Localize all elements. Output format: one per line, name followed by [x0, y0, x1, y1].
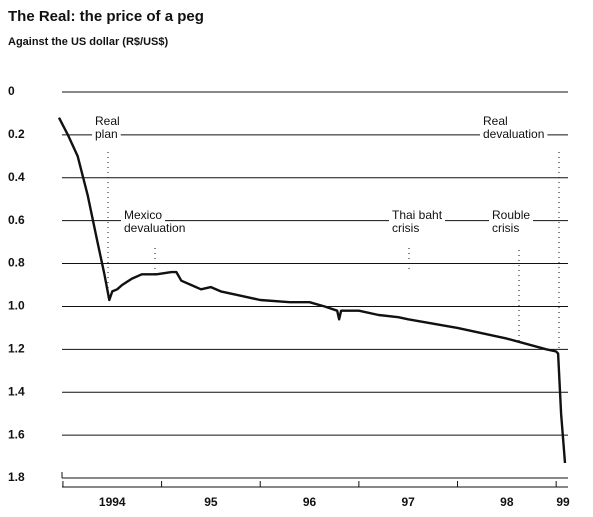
y-tick-label: 0	[8, 84, 15, 98]
annotation: crisis	[492, 221, 519, 235]
annotation-bg	[480, 128, 548, 142]
y-tick-label: 1.2	[8, 342, 25, 356]
annotation: devaluation	[124, 221, 185, 235]
annotation: devaluation	[483, 127, 544, 141]
y-tick-label: 1.6	[8, 427, 25, 441]
x-tick-label: 97	[402, 495, 416, 509]
annotation-bg	[92, 115, 123, 129]
x-tick-label: 95	[204, 495, 218, 509]
annotation-bg	[489, 209, 534, 223]
y-tick-label: 1.0	[8, 299, 25, 313]
annotation-bg	[480, 115, 511, 129]
y-tick-label: 1.8	[8, 470, 25, 484]
annotation: plan	[95, 127, 118, 141]
annotation: Rouble	[492, 208, 530, 222]
x-tick-label: 1994	[99, 495, 126, 509]
y-tick-label: 0.2	[8, 127, 25, 141]
x-tick-label: 96	[303, 495, 317, 509]
x-tick-label: 99	[556, 495, 570, 509]
annotation: Thai baht	[392, 208, 443, 222]
y-tick-label: 0.8	[8, 256, 25, 270]
y-tick-label: 0.6	[8, 213, 25, 227]
annotation-bg	[121, 222, 189, 236]
chart-title: The Real: the price of a peg	[8, 8, 204, 25]
annotation: Real	[483, 114, 508, 128]
data-line	[57, 117, 567, 464]
annotation-bg	[489, 222, 523, 236]
annotation: Real	[95, 114, 120, 128]
annotation-bg	[121, 209, 166, 223]
y-tick-label: 0.4	[8, 170, 25, 184]
annotation: crisis	[392, 221, 419, 235]
annotation: Mexico	[124, 208, 162, 222]
x-tick-label: 98	[500, 495, 514, 509]
annotation-bg	[92, 128, 121, 142]
y-tick-label: 1.4	[8, 384, 25, 398]
annotation-bg	[389, 209, 446, 223]
chart-subtitle: Against the US dollar (R$/US$)	[8, 36, 168, 48]
annotation-bg	[389, 222, 423, 236]
